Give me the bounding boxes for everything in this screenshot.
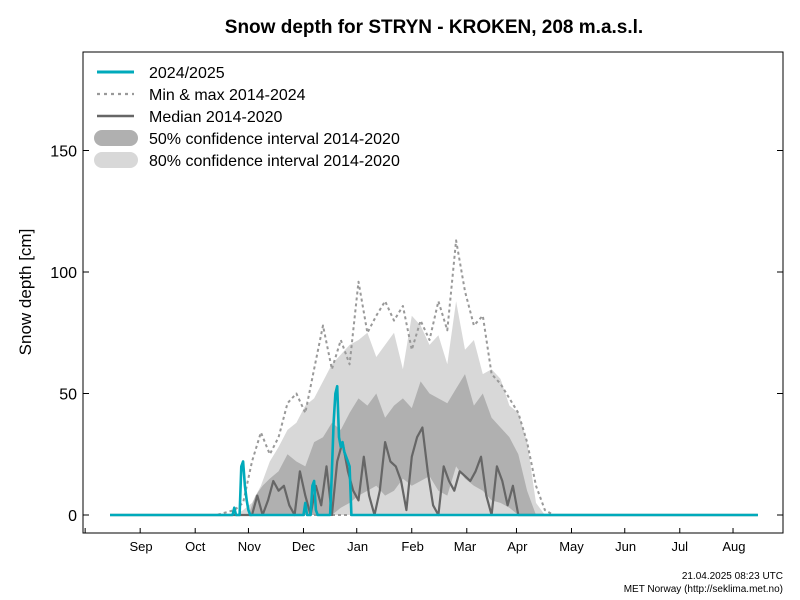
footer-credit: MET Norway (http://seklima.met.no) — [624, 584, 783, 595]
x-tick-label-jul: Jul — [671, 539, 688, 554]
legend: 2024/2025 Min & max 2014-2024 Median 2014-… — [94, 65, 400, 170]
x-tick-label-mar: Mar — [454, 539, 477, 554]
legend-item-median: Median 2014-2020 — [97, 109, 283, 126]
legend-label-minmax: Min & max 2014-2024 — [149, 87, 306, 104]
y-tick-label: 150 — [50, 144, 77, 161]
x-tick-label-jan: Jan — [347, 539, 368, 554]
y-tick-label: 0 — [68, 508, 77, 525]
legend-label-ci50: 50% confidence interval 2014-2020 — [149, 131, 400, 148]
legend-swatch-ci80 — [94, 152, 138, 168]
x-tick-label-feb: Feb — [401, 539, 423, 554]
x-tick-label-sep: Sep — [129, 539, 152, 554]
legend-item-ci50: 50% confidence interval 2014-2020 — [94, 130, 400, 148]
x-tick-label-dec: Dec — [292, 539, 316, 554]
x-tick-label-jun: Jun — [615, 539, 636, 554]
plot-frame — [82, 51, 784, 534]
y-tick-label: 50 — [59, 387, 77, 404]
x-tick-label-may: May — [559, 539, 584, 554]
series-minmax-max-line — [110, 239, 758, 516]
legend-label-ci80: 80% confidence interval 2014-2020 — [149, 153, 400, 170]
series-median-line — [110, 426, 758, 517]
legend-label-median: Median 2014-2020 — [149, 109, 283, 126]
series-ci50-band — [248, 374, 536, 515]
x-axis: Sep Oct Nov Dec Jan Feb Mar Apr May Jun Jul Aug — [84, 528, 745, 554]
footer-timestamp: 21.04.2025 08:23 UTC — [682, 571, 783, 582]
x-tick-label-nov: Nov — [238, 539, 262, 554]
series-current-line — [110, 384, 758, 517]
legend-item-ci80: 80% confidence interval 2014-2020 — [94, 152, 400, 170]
legend-label-current: 2024/2025 — [149, 65, 225, 82]
x-tick-label-oct: Oct — [185, 539, 206, 554]
y-axis-label: Snow depth [cm] — [16, 229, 35, 356]
y-axis: 0 50 100 150 — [50, 144, 783, 525]
chart-title: Snow depth for STRYN - KROKEN, 208 m.a.s… — [225, 17, 643, 38]
y-tick-label: 100 — [50, 265, 77, 282]
x-tick-label-apr: Apr — [507, 539, 528, 554]
plot-area — [110, 239, 758, 517]
legend-swatch-ci50 — [94, 130, 138, 146]
legend-item-minmax: Min & max 2014-2024 — [97, 87, 306, 104]
x-tick-label-aug: Aug — [722, 539, 745, 554]
legend-item-current: 2024/2025 — [97, 65, 225, 82]
